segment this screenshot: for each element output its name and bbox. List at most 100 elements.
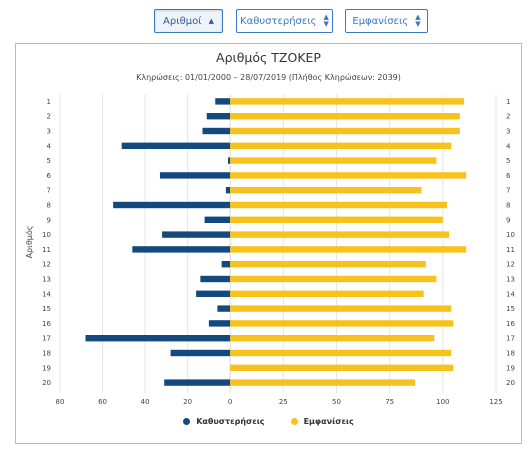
y-tick-label-right: 7	[506, 187, 510, 195]
chart-legend: Καθυστερήσεις Εμφανίσεις	[16, 417, 521, 426]
x-tick-label: 40	[141, 398, 150, 406]
sort-appearances-label: Εμφανίσεις	[352, 15, 409, 27]
delay-bar	[121, 142, 231, 149]
x-tick-label: 125	[489, 398, 502, 406]
appearance-bar	[230, 290, 424, 297]
delay-bar	[85, 335, 231, 342]
y-tick-label-left: 11	[42, 246, 51, 254]
sort-delays-button[interactable]: Καθυστερήσεις ▲ ▼	[236, 9, 333, 33]
sort-toggle-icon: ▲ ▼	[323, 13, 329, 28]
delay-bar	[200, 275, 231, 283]
y-tick-label-left: 19	[42, 364, 51, 372]
y-tick-label-left: 15	[42, 305, 51, 313]
sort-numbers-label: Αριθμοί	[163, 15, 202, 27]
y-tick-label-left: 6	[47, 172, 52, 180]
y-tick-label-right: 18	[506, 350, 515, 358]
y-tick-label-right: 16	[506, 320, 515, 328]
y-tick-label-left: 17	[42, 335, 51, 343]
appearance-bar	[230, 379, 416, 386]
delay-bar	[113, 201, 231, 209]
y-tick-label-left: 8	[47, 202, 51, 210]
y-tick-label-right: 15	[506, 305, 515, 313]
y-axis-title: Αριθμός	[24, 226, 34, 259]
y-tick-label-left: 13	[42, 276, 51, 284]
delay-bar	[204, 216, 231, 223]
y-tick-label-right: 8	[506, 202, 510, 210]
legend-swatch-delays	[183, 418, 191, 425]
y-tick-label-right: 17	[506, 335, 515, 343]
delay-bar	[225, 187, 231, 194]
appearance-bar	[230, 275, 437, 283]
y-tick-label-left: 10	[42, 231, 51, 239]
y-tick-label-right: 19	[506, 364, 515, 372]
sort-appearances-button[interactable]: Εμφανίσεις ▲ ▼	[345, 9, 428, 33]
sort-asc-icon: ▲	[208, 16, 214, 25]
appearance-bar	[230, 261, 426, 268]
y-tick-label-left: 2	[47, 113, 51, 121]
delay-bar	[206, 113, 231, 120]
legend-swatch-appearances	[290, 418, 298, 425]
y-tick-label-left: 4	[47, 142, 52, 150]
appearance-bar	[230, 113, 460, 120]
appearance-bar	[230, 246, 467, 253]
y-tick-label-right: 11	[506, 246, 515, 254]
y-tick-label-right: 13	[506, 276, 515, 284]
delay-bar	[217, 305, 231, 312]
delay-bar	[132, 246, 231, 253]
y-tick-label-right: 3	[506, 128, 510, 136]
y-tick-label-left: 20	[42, 379, 51, 387]
delay-bar	[162, 231, 231, 238]
y-tick-label-right: 10	[506, 231, 515, 239]
y-tick-label-right: 12	[506, 261, 515, 269]
delay-bar	[202, 127, 231, 135]
delay-bar	[221, 261, 231, 268]
delay-bar	[159, 172, 231, 179]
legend-item-delays[interactable]: Καθυστερήσεις	[183, 417, 265, 426]
appearance-bar	[230, 305, 452, 312]
x-tick-label: 75	[385, 398, 394, 406]
delay-bar	[170, 349, 231, 357]
chart-subtitle: Κληρώσεις: 01/01/2000 – 28/07/2019 (Πλήθ…	[136, 73, 401, 82]
sort-toggle-icon: ▲ ▼	[415, 13, 421, 28]
appearance-bar	[230, 98, 465, 105]
y-tick-label-left: 5	[47, 157, 51, 165]
appearance-bar	[230, 172, 467, 179]
appearance-bar	[230, 364, 454, 371]
appearance-bar	[230, 157, 437, 164]
x-tick-label: 100	[436, 398, 449, 406]
delay-bar	[164, 379, 231, 386]
y-tick-label-left: 1	[47, 98, 51, 106]
y-tick-label-right: 6	[506, 172, 511, 180]
y-tick-label-right: 4	[506, 142, 511, 150]
sort-numbers-button[interactable]: Αριθμοί ▲	[154, 9, 223, 33]
delay-bar	[228, 157, 231, 164]
y-tick-label-right: 14	[506, 290, 515, 298]
y-tick-label-left: 14	[42, 290, 51, 298]
y-tick-label-left: 12	[42, 261, 51, 269]
chart-container: Αριθμός ΤΖΟΚΕΡ Κληρώσεις: 01/01/2000 – 2…	[15, 43, 522, 444]
x-tick-label: 0	[228, 398, 232, 406]
legend-item-appearances[interactable]: Εμφανίσεις	[290, 417, 354, 426]
x-tick-label: 50	[332, 398, 341, 406]
y-tick-label-left: 18	[42, 350, 51, 358]
x-tick-label: 25	[279, 398, 288, 406]
appearance-bar	[230, 320, 454, 327]
appearance-bar	[230, 335, 435, 342]
y-tick-label-right: 1	[506, 98, 510, 106]
sort-delays-label: Καθυστερήσεις	[240, 15, 317, 27]
appearance-bar	[230, 142, 452, 149]
y-tick-label-left: 7	[47, 187, 51, 195]
appearance-bar	[230, 201, 448, 209]
appearance-bar	[230, 231, 450, 238]
x-tick-label: 20	[183, 398, 192, 406]
delay-bar	[196, 290, 231, 297]
x-tick-label: 80	[56, 398, 65, 406]
delay-bar	[215, 98, 231, 105]
y-tick-label-right: 20	[506, 379, 515, 387]
appearance-bar	[230, 216, 443, 223]
y-tick-label-right: 2	[506, 113, 510, 121]
y-tick-label-left: 16	[42, 320, 51, 328]
delay-bar	[208, 320, 231, 327]
chart-title: Αριθμός ΤΖΟΚΕΡ	[216, 50, 321, 65]
